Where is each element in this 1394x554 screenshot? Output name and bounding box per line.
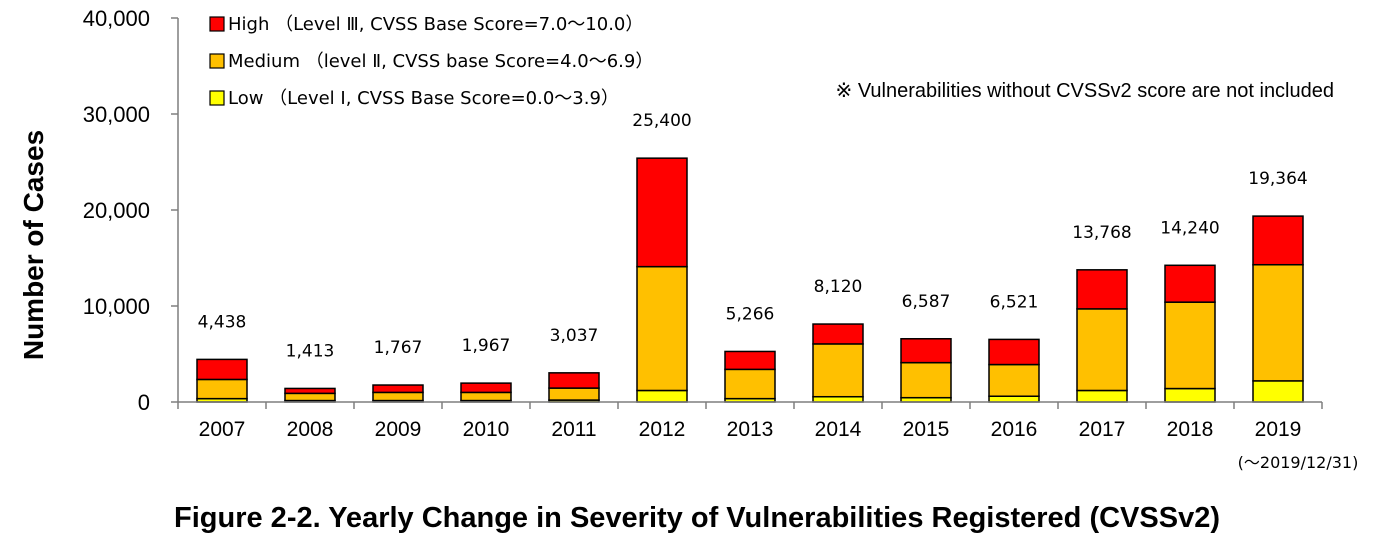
legend-label: High （Level Ⅲ, CVSS Base Score=7.0～10.0） xyxy=(228,14,643,35)
total-label: 14,240 xyxy=(1160,218,1219,238)
bar-segment xyxy=(548,372,600,389)
x-tick-label: 2012 xyxy=(639,418,686,441)
x-tick-label: 2018 xyxy=(1167,418,1214,441)
total-label: 5,266 xyxy=(726,304,775,324)
x-tick-label: 2017 xyxy=(1079,418,1126,441)
bar-segment xyxy=(1076,308,1128,392)
y-tick-label: 0 xyxy=(138,390,150,415)
bars xyxy=(196,157,1304,403)
total-label: 1,413 xyxy=(286,341,335,361)
bar-segment xyxy=(900,338,952,364)
total-label: 1,767 xyxy=(374,338,423,358)
x-tick-label: 2007 xyxy=(199,418,246,441)
x-tick-label: 2008 xyxy=(287,418,334,441)
total-label: 13,768 xyxy=(1072,223,1131,243)
bar-segment xyxy=(1252,380,1304,403)
total-label: 25,400 xyxy=(632,111,691,131)
figure-caption: Figure 2-2. Yearly Change in Severity of… xyxy=(174,502,1220,534)
bar-segment xyxy=(1076,269,1128,310)
bar-segment xyxy=(812,395,864,403)
bar-segment xyxy=(548,387,600,401)
total-label: 8,120 xyxy=(814,277,863,297)
bar-segment xyxy=(1252,263,1304,382)
x-tick-label: 2013 xyxy=(727,418,774,441)
legend-label: Low （Level Ⅰ, CVSS Base Score=0.0～3.9） xyxy=(228,88,619,109)
x-tick-label: 2014 xyxy=(815,418,862,441)
bar-segment xyxy=(460,382,512,394)
bar-segment xyxy=(988,338,1040,366)
legend-swatch xyxy=(209,90,225,106)
total-label: 4,438 xyxy=(198,312,247,332)
y-axis-title: Number of Cases xyxy=(18,130,49,360)
bar-segment xyxy=(1164,387,1216,403)
bar-segment xyxy=(372,384,424,394)
bar-segment xyxy=(372,391,424,402)
legend-label: Medium （level Ⅱ, CVSS base Score=4.0～6.9… xyxy=(228,51,653,72)
total-labels: 4,438 1,413 1,767 1,967 3,037 25,400 5,266 8,12… xyxy=(198,111,1308,361)
bar-segment xyxy=(636,389,688,403)
x-tick-label: 2015 xyxy=(903,418,950,441)
legend-swatch xyxy=(209,53,225,69)
y-tick-label: 20,000 xyxy=(83,198,150,223)
bar-segment xyxy=(724,368,776,400)
bar-segment xyxy=(636,157,688,268)
bar-segment xyxy=(196,378,248,400)
x-tick-label: 2016 xyxy=(991,418,1038,441)
bar-segment xyxy=(1164,301,1216,390)
bar-segment xyxy=(1164,264,1216,303)
x-tick-label: 2010 xyxy=(463,418,510,441)
total-label: 19,364 xyxy=(1248,169,1307,189)
total-label: 3,037 xyxy=(550,326,599,346)
bar-segment xyxy=(196,358,248,381)
total-label: 6,587 xyxy=(902,292,951,312)
bar-segment xyxy=(284,387,336,395)
y-tick-label: 40,000 xyxy=(83,6,150,31)
bar-segment xyxy=(812,343,864,398)
bar-segment xyxy=(812,323,864,345)
y-tick-label: 10,000 xyxy=(83,294,150,319)
bar-segment xyxy=(460,391,512,402)
total-label: 6,521 xyxy=(990,292,1039,312)
legend: High （Level Ⅲ, CVSS Base Score=7.0～10.0）… xyxy=(209,14,653,109)
x-tick-label: 2009 xyxy=(375,418,422,441)
x-tick-label: 2011 xyxy=(551,418,596,441)
legend-swatch xyxy=(209,16,225,32)
last-year-date-note: (～2019/12/31) xyxy=(1238,453,1359,472)
note-text: ※ Vulnerabilities without CVSSv2 score a… xyxy=(836,80,1335,102)
bar-segment xyxy=(284,392,336,402)
y-axis: 0 10,000 20,000 30,000 40,000 xyxy=(83,6,179,415)
total-label: 1,967 xyxy=(462,336,511,356)
bar-segment xyxy=(724,350,776,371)
x-axis: 2007 2008 2009 2010 2011 2012 2013 2014 2015 2016… xyxy=(177,401,1323,441)
bar-segment xyxy=(988,395,1040,403)
bar-segment xyxy=(900,361,952,399)
bar-segment xyxy=(988,363,1040,397)
bar-segment xyxy=(1252,215,1304,266)
x-tick-label: 2019 xyxy=(1255,418,1302,441)
bar-segment xyxy=(636,265,688,392)
bar-segment xyxy=(1076,389,1128,403)
y-tick-label: 30,000 xyxy=(83,102,150,127)
